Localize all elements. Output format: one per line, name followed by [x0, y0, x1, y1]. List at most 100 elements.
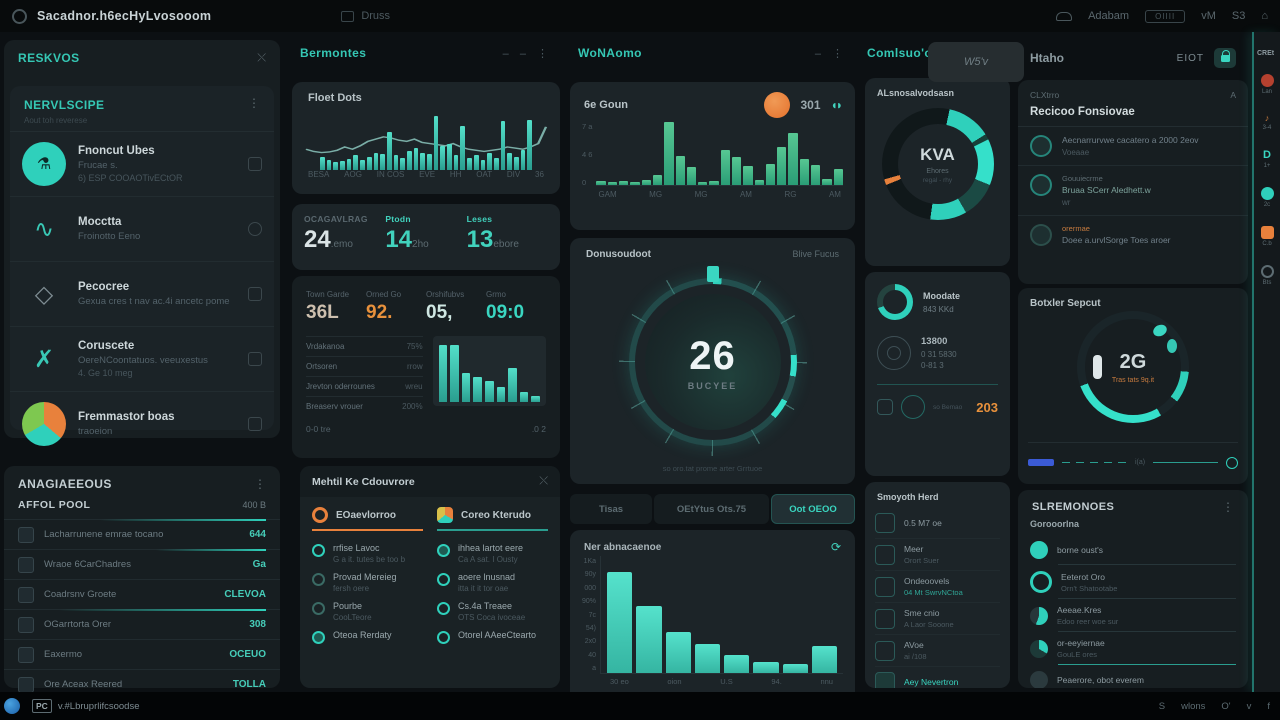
stat-row[interactable]: Eaxermo OCEUO: [4, 639, 280, 669]
globe-icon[interactable]: [901, 395, 925, 419]
line-overlay: [305, 126, 548, 154]
panel-title: SLREMONOES: [1032, 501, 1115, 513]
cloud-icon[interactable]: [1056, 11, 1073, 21]
list-item[interactable]: Ondeoovels 04 Mt SwrvNCtoa: [875, 570, 1000, 602]
start-orb-icon[interactable]: [4, 698, 20, 714]
strip-item[interactable]: C.b: [1254, 217, 1280, 256]
list-item[interactable]: ⚗ Fnoncut Ubes Frucae s. 6) ESP COOAOTiv…: [10, 132, 274, 197]
quad-label: Orned Go: [366, 290, 402, 299]
toggle-icon[interactable]: ◖◗: [830, 98, 843, 112]
stat-row[interactable]: Ore Aceax Reered TOLLA: [4, 669, 280, 699]
mini-row[interactable]: Vrdakanoa 75%: [306, 336, 423, 356]
list-item[interactable]: Gouuiecrme Bruaa SCerr Aledhett.w wr: [1018, 166, 1248, 216]
legend-item[interactable]: Cs.4a Treaee OTS Coca ivoceae: [437, 597, 548, 626]
tab-oetytus[interactable]: OEtYtus Ots.75: [654, 494, 769, 524]
close-icon[interactable]: ⤬: [539, 475, 548, 487]
legend-item[interactable]: Provad Mereieg fersh oere: [312, 568, 423, 597]
kebab-menu-icon[interactable]: ⋮: [254, 477, 266, 491]
tray-item[interactable]: f: [1267, 700, 1270, 712]
lock-icon[interactable]: [1214, 48, 1236, 68]
legend-item[interactable]: Otorel AAeeCtearto: [437, 626, 548, 648]
box-icon[interactable]: [877, 399, 893, 415]
monitor-row[interactable]: borne oust's: [1018, 535, 1248, 565]
strip-item[interactable]: Lan: [1254, 65, 1280, 104]
list-item[interactable]: Fremmastor boas traoeion: [10, 392, 274, 456]
list-item[interactable]: Aecnarrurvwe cacatero a 2000 2eov Voeaae: [1018, 127, 1248, 166]
tray-item[interactable]: S: [1158, 700, 1166, 712]
x-tick: AM: [828, 190, 841, 199]
taskbar: PC v.#Lbruprlifcsoodse S wlons O' v f: [0, 692, 1280, 720]
row-label: Eaxermo: [44, 649, 83, 660]
monitor-sub: Edoo reer woe sur: [1057, 617, 1119, 626]
monitor-row[interactable]: Aeeae.Kres Edoo reer woe sur: [1018, 599, 1248, 632]
refresh-icon[interactable]: ⟳: [830, 540, 841, 554]
status-dot-icon: [1030, 671, 1048, 688]
legend-item[interactable]: rrfise Lavoc G a it. tutes be too b: [312, 539, 423, 568]
bell-icon[interactable]: ⌂: [1261, 10, 1268, 22]
item-subtitle: Gexua cres t nav ac.4i ancetc pome: [78, 296, 230, 307]
row-action-icon[interactable]: [248, 417, 262, 431]
taskbar-window-title[interactable]: v.#Lbruprlifcsoodse: [57, 700, 140, 712]
row-action-icon[interactable]: [248, 352, 262, 366]
strip-item[interactable]: Bts: [1254, 256, 1280, 295]
s3-indicator[interactable]: S3: [1231, 10, 1246, 22]
strip-item[interactable]: 2c: [1254, 178, 1280, 217]
legend-item[interactable]: Oteoa Rerdaty: [312, 626, 423, 648]
stat-row[interactable]: Wraoe 6CarChadres Ga: [4, 549, 280, 579]
divider: [877, 384, 998, 385]
list-item[interactable]: AVoe ai /108: [875, 634, 1000, 666]
tab-tisas[interactable]: Tisas: [570, 494, 653, 524]
row-action-icon[interactable]: [248, 157, 262, 171]
y-tick: 7c: [588, 611, 597, 619]
tray-item[interactable]: wlons: [1181, 700, 1206, 712]
kebab-menu-icon[interactable]: ⋮: [1222, 500, 1234, 514]
alert-badge-icon[interactable]: [764, 92, 791, 118]
mini-row[interactable]: Ortsoren rrow: [306, 356, 423, 376]
list-item[interactable]: 0.5 M7 oe: [875, 508, 1000, 538]
tray-item[interactable]: v: [1246, 700, 1252, 712]
tray-item[interactable]: O': [1221, 700, 1231, 712]
legend-item[interactable]: aoere lnusnad itta it it tor oae: [437, 568, 548, 597]
vm-indicator[interactable]: vM: [1201, 10, 1216, 22]
list-item[interactable]: Meer Orort Suer: [875, 538, 1000, 570]
legend-item[interactable]: Pourbe CooLTeore: [312, 597, 423, 626]
pc-app-icon[interactable]: PC: [32, 699, 52, 713]
tab-oot-oeoo[interactable]: Oot OEOO: [770, 494, 855, 524]
list-item[interactable]: Sme cnio A Laor Sooone: [875, 602, 1000, 634]
quad-footer-icons[interactable]: .0 2: [531, 424, 546, 434]
mini-row[interactable]: Breaserv vrouer 200%: [306, 396, 423, 416]
legend-item[interactable]: ihhea lartot eere Ca A sat. I Ousty: [437, 539, 548, 568]
topbar-tab-druss[interactable]: Druss: [341, 10, 390, 22]
legend-label: Pourbe: [333, 601, 363, 611]
close-icon[interactable]: ⤬: [257, 51, 266, 64]
row-action-icon[interactable]: [248, 222, 262, 236]
kpi-label: Ptodn: [385, 214, 411, 224]
stat-row[interactable]: OGarrtorta Orer 308: [4, 609, 280, 639]
card-kva-donut: ALsnosalvodsasn KVA Ehores regal - rhy: [865, 78, 1010, 266]
kebab-menu-icon[interactable]: ⋮: [248, 96, 260, 110]
strip-item[interactable]: D 1+: [1254, 140, 1280, 178]
mini-row[interactable]: Jrevton oderrounes wreu: [306, 376, 423, 396]
moodate-row[interactable]: Moodate 843 KKd: [877, 284, 998, 320]
card-corner-label[interactable]: A: [1230, 90, 1236, 100]
list-item[interactable]: Aey Nevertron: [875, 666, 1000, 688]
monitor-row[interactable]: Eeterot Oro Orn't Shatootabe: [1018, 565, 1248, 599]
row-icon: [18, 676, 34, 693]
list-item[interactable]: ∿ Mocctta Froinotto Eeno: [10, 197, 274, 262]
stat-row[interactable]: Lacharrunene emrae tocano 644: [4, 519, 280, 549]
monitor-row[interactable]: or-eeyiernae GouLE ores: [1018, 632, 1248, 665]
column-menu-icons[interactable]: – – ⋮: [502, 47, 552, 60]
list-item[interactable]: ✗ Coruscete OereNCoontatuos. veeuxestus …: [10, 327, 274, 392]
account-label[interactable]: Adabam: [1088, 10, 1130, 22]
row-action-icon[interactable]: [248, 287, 262, 301]
stat-row[interactable]: Coadrsnv Groete CLEVOA: [4, 579, 280, 609]
list-item[interactable]: ◇ Pecocree Gexua cres t nav ac.4i ancetc…: [10, 262, 274, 327]
meter-row[interactable]: 13800 0 31 5830 0-81 3: [877, 336, 998, 370]
footer-label: i(a): [1134, 459, 1146, 466]
list-item[interactable]: orermae Doee a.urvlSorge Toes aroer: [1018, 216, 1248, 254]
legend-sub: fersh oere: [333, 584, 370, 593]
monitor-row[interactable]: Peaerore, obot everem: [1018, 665, 1248, 688]
card-botxler: Botxler Sepcut 2G Tras tats 9q.it i(a): [1018, 288, 1248, 484]
column-menu-icons[interactable]: – ⋮: [814, 47, 847, 60]
strip-item[interactable]: ♪ 3-4: [1254, 104, 1280, 140]
